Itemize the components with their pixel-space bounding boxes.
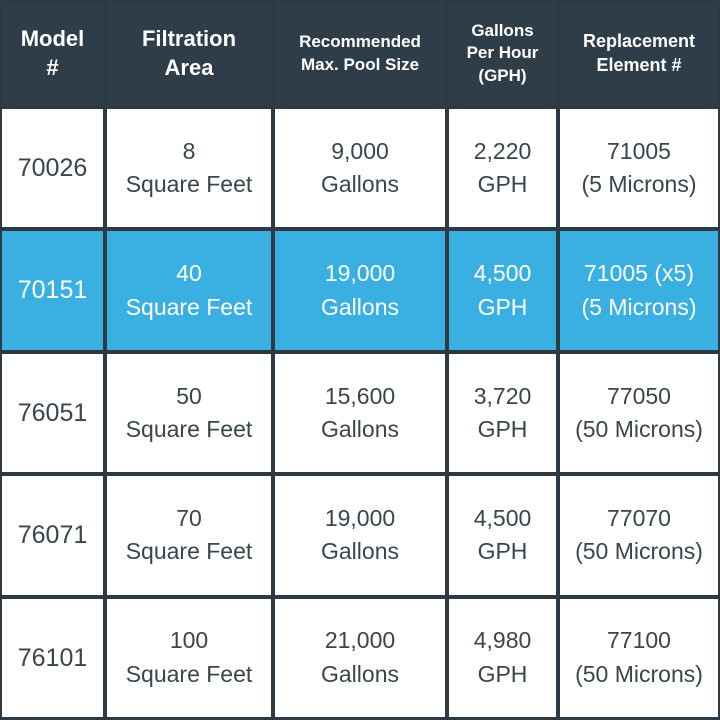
header-pool-line-2: Max. Pool Size xyxy=(300,54,420,74)
table-row-5-element: 77100 (50 Microns) xyxy=(560,598,718,717)
table-row-2-pool: 19,000 Gallons xyxy=(275,231,445,350)
header-gph: Gallons Per Hour (GPH) xyxy=(449,2,556,105)
element-number: 77070 xyxy=(607,505,671,532)
element-number: 77100 xyxy=(607,627,671,654)
table-row-1-area: 8 Square Feet xyxy=(107,109,271,228)
table-row-1-gph: 2,220 GPH xyxy=(449,109,556,228)
gph-unit: GPH xyxy=(477,538,528,565)
table-row-1-model: 70026 xyxy=(2,109,103,228)
gph-value: 4,500 xyxy=(473,505,532,532)
table-row-5-area: 100 Square Feet xyxy=(107,598,271,717)
pool-value: 9,000 xyxy=(331,137,389,164)
area-value: 8 xyxy=(182,137,196,164)
area-unit: Square Feet xyxy=(125,660,253,687)
area-value: 40 xyxy=(176,260,202,287)
header-pool-size: Recommended Max. Pool Size xyxy=(275,2,445,105)
header-filtration-area: Filtration Area xyxy=(107,2,271,105)
header-model-line-1: Model xyxy=(20,25,85,51)
header-element-line-2: Element # xyxy=(596,54,682,75)
table-row-2-element: 71005 (x5) (5 Microns) xyxy=(560,231,718,350)
header-model-line-2: # xyxy=(46,54,59,80)
element-microns: (50 Microns) xyxy=(575,660,703,687)
model-number: 70151 xyxy=(17,276,88,305)
model-number: 70026 xyxy=(17,154,88,183)
gph-value: 3,720 xyxy=(473,382,532,409)
gph-value: 2,220 xyxy=(473,137,532,164)
element-number: 71005 xyxy=(607,137,671,164)
table-row-5-pool: 21,000 Gallons xyxy=(275,598,445,717)
table-row-2-model: 70151 xyxy=(2,231,103,350)
element-microns: (5 Microns) xyxy=(581,171,697,198)
pool-value: 19,000 xyxy=(324,505,396,532)
header-replacement-element: Replacement Element # xyxy=(560,2,718,105)
area-unit: Square Feet xyxy=(125,538,253,565)
table-row-4-pool: 19,000 Gallons xyxy=(275,476,445,595)
header-element-line-1: Replacement xyxy=(582,31,696,52)
pool-unit: Gallons xyxy=(321,293,399,320)
table-row-5-model: 76101 xyxy=(2,598,103,717)
header-model: Model # xyxy=(2,2,103,105)
area-unit: Square Feet xyxy=(125,293,253,320)
area-value: 100 xyxy=(169,627,209,654)
table-row-1-element: 71005 (5 Microns) xyxy=(560,109,718,228)
gph-unit: GPH xyxy=(477,660,528,687)
pool-unit: Gallons xyxy=(321,538,399,565)
model-number: 76101 xyxy=(17,643,88,672)
table-row-4-model: 76071 xyxy=(2,476,103,595)
pool-value: 15,600 xyxy=(324,382,396,409)
area-unit: Square Feet xyxy=(125,415,253,442)
header-area-line-1: Filtration xyxy=(141,25,237,51)
table-row-1-pool: 9,000 Gallons xyxy=(275,109,445,228)
gph-value: 4,500 xyxy=(473,260,532,287)
gph-value: 4,980 xyxy=(473,627,532,654)
header-area-line-2: Area xyxy=(164,54,214,80)
table-row-4-gph: 4,500 GPH xyxy=(449,476,556,595)
header-gph-line-2: Per Hour xyxy=(466,43,539,63)
gph-unit: GPH xyxy=(477,171,528,198)
table-row-4-area: 70 Square Feet xyxy=(107,476,271,595)
model-number: 76051 xyxy=(17,398,88,427)
gph-unit: GPH xyxy=(477,415,528,442)
pool-unit: Gallons xyxy=(321,660,399,687)
table-row-3-element: 77050 (50 Microns) xyxy=(560,353,718,473)
pool-value: 19,000 xyxy=(324,260,396,287)
pool-value: 21,000 xyxy=(324,627,396,654)
area-unit: Square Feet xyxy=(125,171,253,198)
area-value: 70 xyxy=(176,505,202,532)
table-row-3-pool: 15,600 Gallons xyxy=(275,353,445,473)
pool-unit: Gallons xyxy=(321,415,399,442)
element-microns: (5 Microns) xyxy=(581,293,697,320)
model-number: 76071 xyxy=(17,521,88,550)
pool-unit: Gallons xyxy=(321,171,399,198)
table-row-3-model: 76051 xyxy=(2,353,103,473)
table-row-3-area: 50 Square Feet xyxy=(107,353,271,473)
element-number: 77050 xyxy=(607,382,671,409)
header-gph-line-1: Gallons xyxy=(471,21,534,41)
table-row-2-gph: 4,500 GPH xyxy=(449,231,556,350)
element-microns: (50 Microns) xyxy=(575,538,703,565)
header-gph-line-3: (GPH) xyxy=(478,65,527,85)
gph-unit: GPH xyxy=(477,293,528,320)
table-row-4-element: 77070 (50 Microns) xyxy=(560,476,718,595)
element-number: 71005 (x5) xyxy=(584,260,694,287)
table-row-3-gph: 3,720 GPH xyxy=(449,353,556,473)
element-microns: (50 Microns) xyxy=(575,415,703,442)
header-pool-line-1: Recommended xyxy=(299,32,421,52)
table-row-5-gph: 4,980 GPH xyxy=(449,598,556,717)
area-value: 50 xyxy=(176,382,202,409)
table-row-2-area: 40 Square Feet xyxy=(107,231,271,350)
